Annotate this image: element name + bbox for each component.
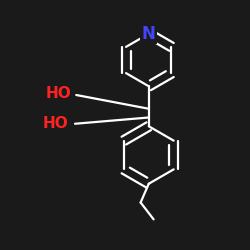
Text: N: N <box>142 25 156 43</box>
Text: HO: HO <box>46 86 72 101</box>
Text: HO: HO <box>42 116 68 131</box>
